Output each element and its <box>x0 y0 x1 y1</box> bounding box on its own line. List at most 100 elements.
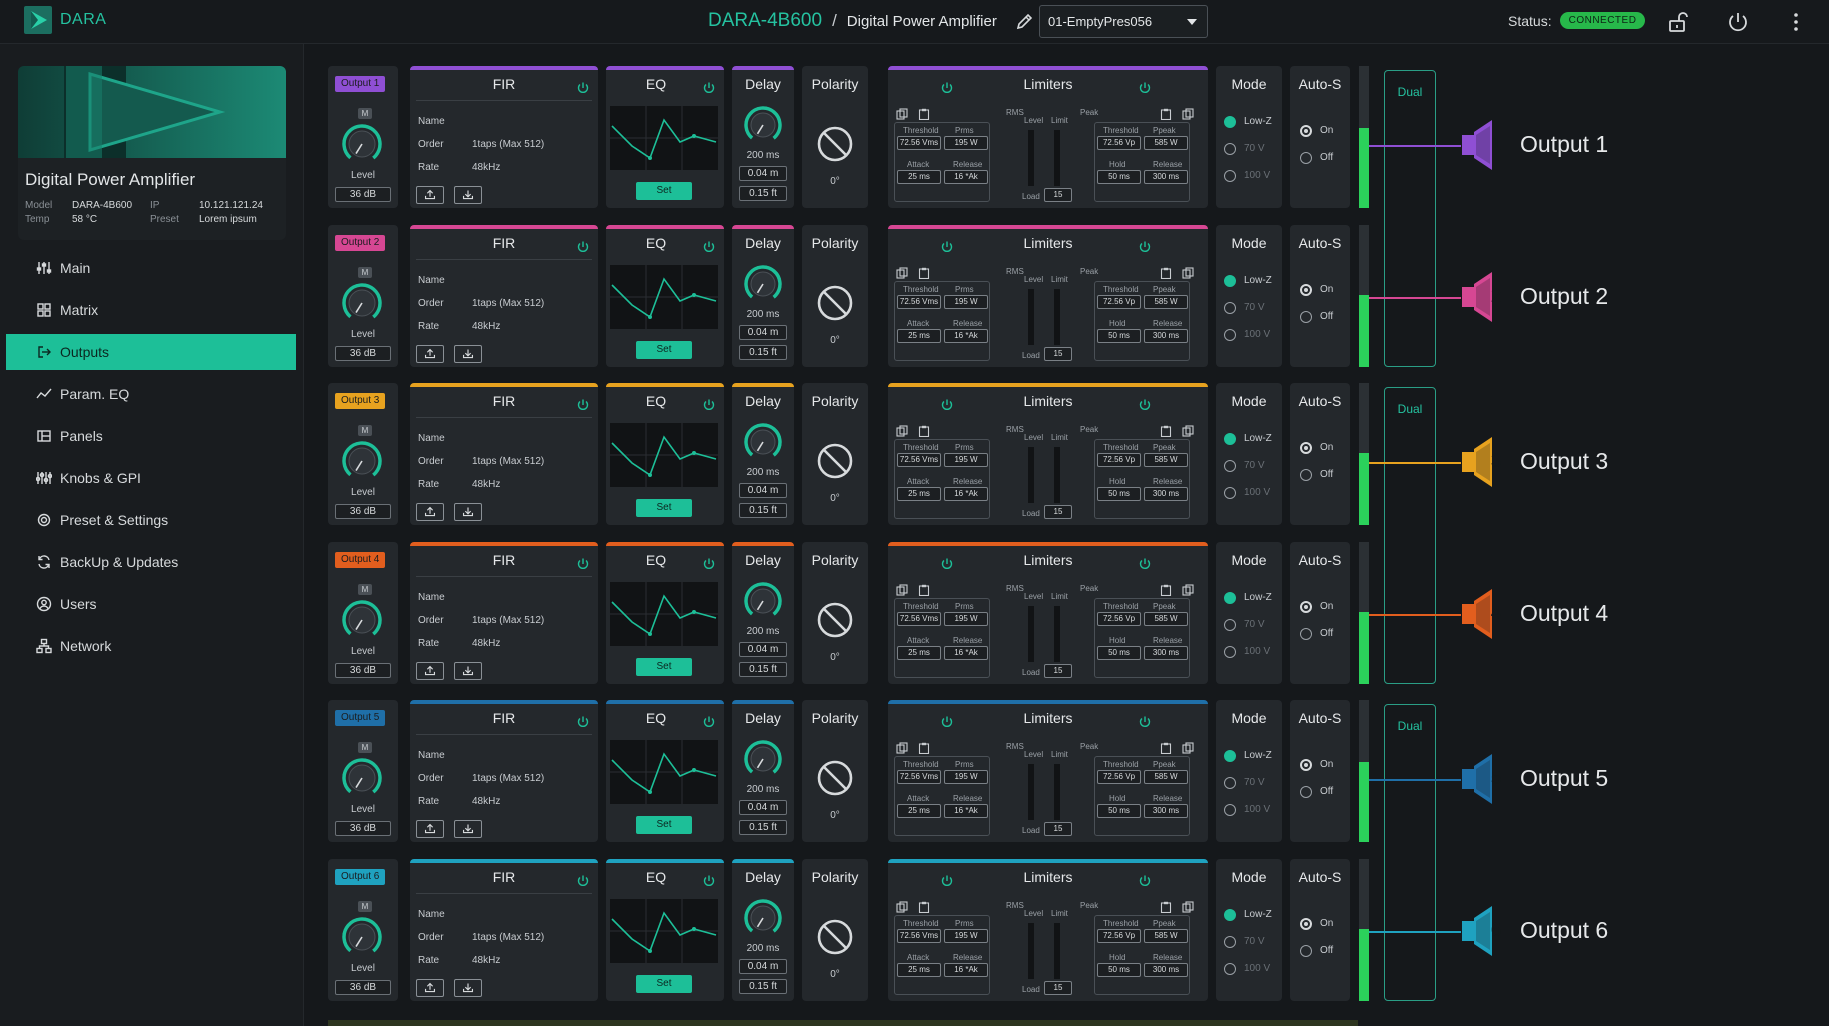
mute-button[interactable]: M <box>358 108 372 119</box>
rms-attack[interactable]: 25 ms <box>897 170 941 184</box>
autos-on-radio[interactable] <box>1300 442 1312 454</box>
delay-feet[interactable]: 0.15 ft <box>739 820 787 835</box>
polarity-icon[interactable] <box>815 758 855 798</box>
rms-power-icon[interactable] <box>940 874 954 888</box>
peak-release[interactable]: 300 ms <box>1144 170 1188 184</box>
eq-set-button[interactable]: Set <box>636 975 692 993</box>
peak-ppeak[interactable]: 585 W <box>1144 295 1188 309</box>
mode-lowz-radio[interactable] <box>1224 909 1236 921</box>
autos-off-radio[interactable] <box>1300 786 1312 798</box>
peak-ppeak[interactable]: 585 W <box>1144 136 1188 150</box>
peak-threshold[interactable]: 72.56 Vp <box>1097 929 1141 943</box>
rms-prms[interactable]: 195 W <box>944 453 988 467</box>
mute-button[interactable]: M <box>358 425 372 436</box>
load-value[interactable]: 15 <box>1044 188 1072 202</box>
mode-lowz-radio[interactable] <box>1224 750 1236 762</box>
peak-copy-icon[interactable] <box>1182 267 1194 279</box>
sidebar-item-outputs[interactable]: Outputs <box>6 334 296 370</box>
rms-threshold[interactable]: 72.56 Vms <box>897 295 941 309</box>
speaker-icon[interactable] <box>1460 752 1512 806</box>
peak-release[interactable]: 300 ms <box>1144 329 1188 343</box>
peak-copy-icon[interactable] <box>1182 901 1194 913</box>
delay-meters[interactable]: 0.04 m <box>739 483 787 498</box>
delay-feet[interactable]: 0.15 ft <box>739 662 787 677</box>
level-knob[interactable] <box>342 283 382 323</box>
sidebar-item-knobs-gpi[interactable]: Knobs & GPI <box>6 460 296 496</box>
eq-curve-graph[interactable] <box>610 899 718 963</box>
upload-icon[interactable] <box>416 979 444 997</box>
power-icon[interactable] <box>1726 10 1750 34</box>
delay-meters[interactable]: 0.04 m <box>739 800 787 815</box>
rms-paste-icon[interactable] <box>918 267 930 279</box>
sidebar-item-network[interactable]: Network <box>6 628 296 664</box>
eq-set-button[interactable]: Set <box>636 499 692 517</box>
sidebar-item-main[interactable]: Main <box>6 250 296 286</box>
delay-feet[interactable]: 0.15 ft <box>739 979 787 994</box>
dual-bridge-toggle[interactable]: Dual <box>1384 70 1436 367</box>
rms-paste-icon[interactable] <box>918 584 930 596</box>
rms-power-icon[interactable] <box>940 715 954 729</box>
delay-meters[interactable]: 0.04 m <box>739 642 787 657</box>
rms-release[interactable]: 16 *Ak <box>944 170 988 184</box>
rms-paste-icon[interactable] <box>918 108 930 120</box>
peak-release[interactable]: 300 ms <box>1144 963 1188 977</box>
peak-power-icon[interactable] <box>1138 240 1152 254</box>
delay-feet[interactable]: 0.15 ft <box>739 186 787 201</box>
brand-logo[interactable]: DARA <box>24 6 106 34</box>
autos-on-radio[interactable] <box>1300 759 1312 771</box>
mode-lowz-radio[interactable] <box>1224 433 1236 445</box>
fir-power-icon[interactable] <box>576 240 590 254</box>
level-knob[interactable] <box>342 758 382 798</box>
peak-release[interactable]: 300 ms <box>1144 487 1188 501</box>
mode-100v-radio[interactable] <box>1224 487 1236 499</box>
download-icon[interactable] <box>454 186 482 204</box>
sidebar-item-preset-settings[interactable]: Preset & Settings <box>6 502 296 538</box>
rms-copy-icon[interactable] <box>896 742 908 754</box>
sidebar-item-matrix[interactable]: Matrix <box>6 292 296 328</box>
rms-paste-icon[interactable] <box>918 742 930 754</box>
dual-bridge-toggle[interactable]: Dual <box>1384 704 1436 1001</box>
peak-release[interactable]: 300 ms <box>1144 804 1188 818</box>
download-icon[interactable] <box>454 662 482 680</box>
delay-knob[interactable] <box>744 106 782 144</box>
mode-70v-radio[interactable] <box>1224 460 1236 472</box>
rms-attack[interactable]: 25 ms <box>897 487 941 501</box>
fir-power-icon[interactable] <box>576 557 590 571</box>
delay-knob[interactable] <box>744 582 782 620</box>
upload-icon[interactable] <box>416 503 444 521</box>
autos-off-radio[interactable] <box>1300 469 1312 481</box>
mute-button[interactable]: M <box>358 901 372 912</box>
rms-release[interactable]: 16 *Ak <box>944 804 988 818</box>
rms-threshold[interactable]: 72.56 Vms <box>897 770 941 784</box>
peak-copy-icon[interactable] <box>1182 742 1194 754</box>
peak-threshold[interactable]: 72.56 Vp <box>1097 612 1141 626</box>
eq-set-button[interactable]: Set <box>636 182 692 200</box>
delay-knob[interactable] <box>744 899 782 937</box>
level-value[interactable]: 36 dB <box>335 504 391 519</box>
rms-attack[interactable]: 25 ms <box>897 646 941 660</box>
level-knob[interactable] <box>342 917 382 957</box>
rms-prms[interactable]: 195 W <box>944 136 988 150</box>
speaker-icon[interactable] <box>1460 270 1512 324</box>
rms-threshold[interactable]: 72.56 Vms <box>897 453 941 467</box>
more-vertical-icon[interactable] <box>1784 10 1808 34</box>
upload-icon[interactable] <box>416 186 444 204</box>
peak-ppeak[interactable]: 585 W <box>1144 929 1188 943</box>
polarity-icon[interactable] <box>815 283 855 323</box>
eq-power-icon[interactable] <box>702 874 716 888</box>
peak-threshold[interactable]: 72.56 Vp <box>1097 295 1141 309</box>
peak-power-icon[interactable] <box>1138 715 1152 729</box>
rms-prms[interactable]: 195 W <box>944 612 988 626</box>
autos-off-radio[interactable] <box>1300 311 1312 323</box>
eq-power-icon[interactable] <box>702 81 716 95</box>
rms-prms[interactable]: 195 W <box>944 770 988 784</box>
delay-knob[interactable] <box>744 740 782 778</box>
autos-on-radio[interactable] <box>1300 918 1312 930</box>
rms-prms[interactable]: 195 W <box>944 295 988 309</box>
unlock-icon[interactable] <box>1665 10 1689 34</box>
breadcrumb-device[interactable]: DARA-4B600 <box>708 10 823 31</box>
peak-paste-icon[interactable] <box>1160 742 1172 754</box>
mode-lowz-radio[interactable] <box>1224 592 1236 604</box>
mode-70v-radio[interactable] <box>1224 302 1236 314</box>
peak-hold[interactable]: 50 ms <box>1097 963 1141 977</box>
